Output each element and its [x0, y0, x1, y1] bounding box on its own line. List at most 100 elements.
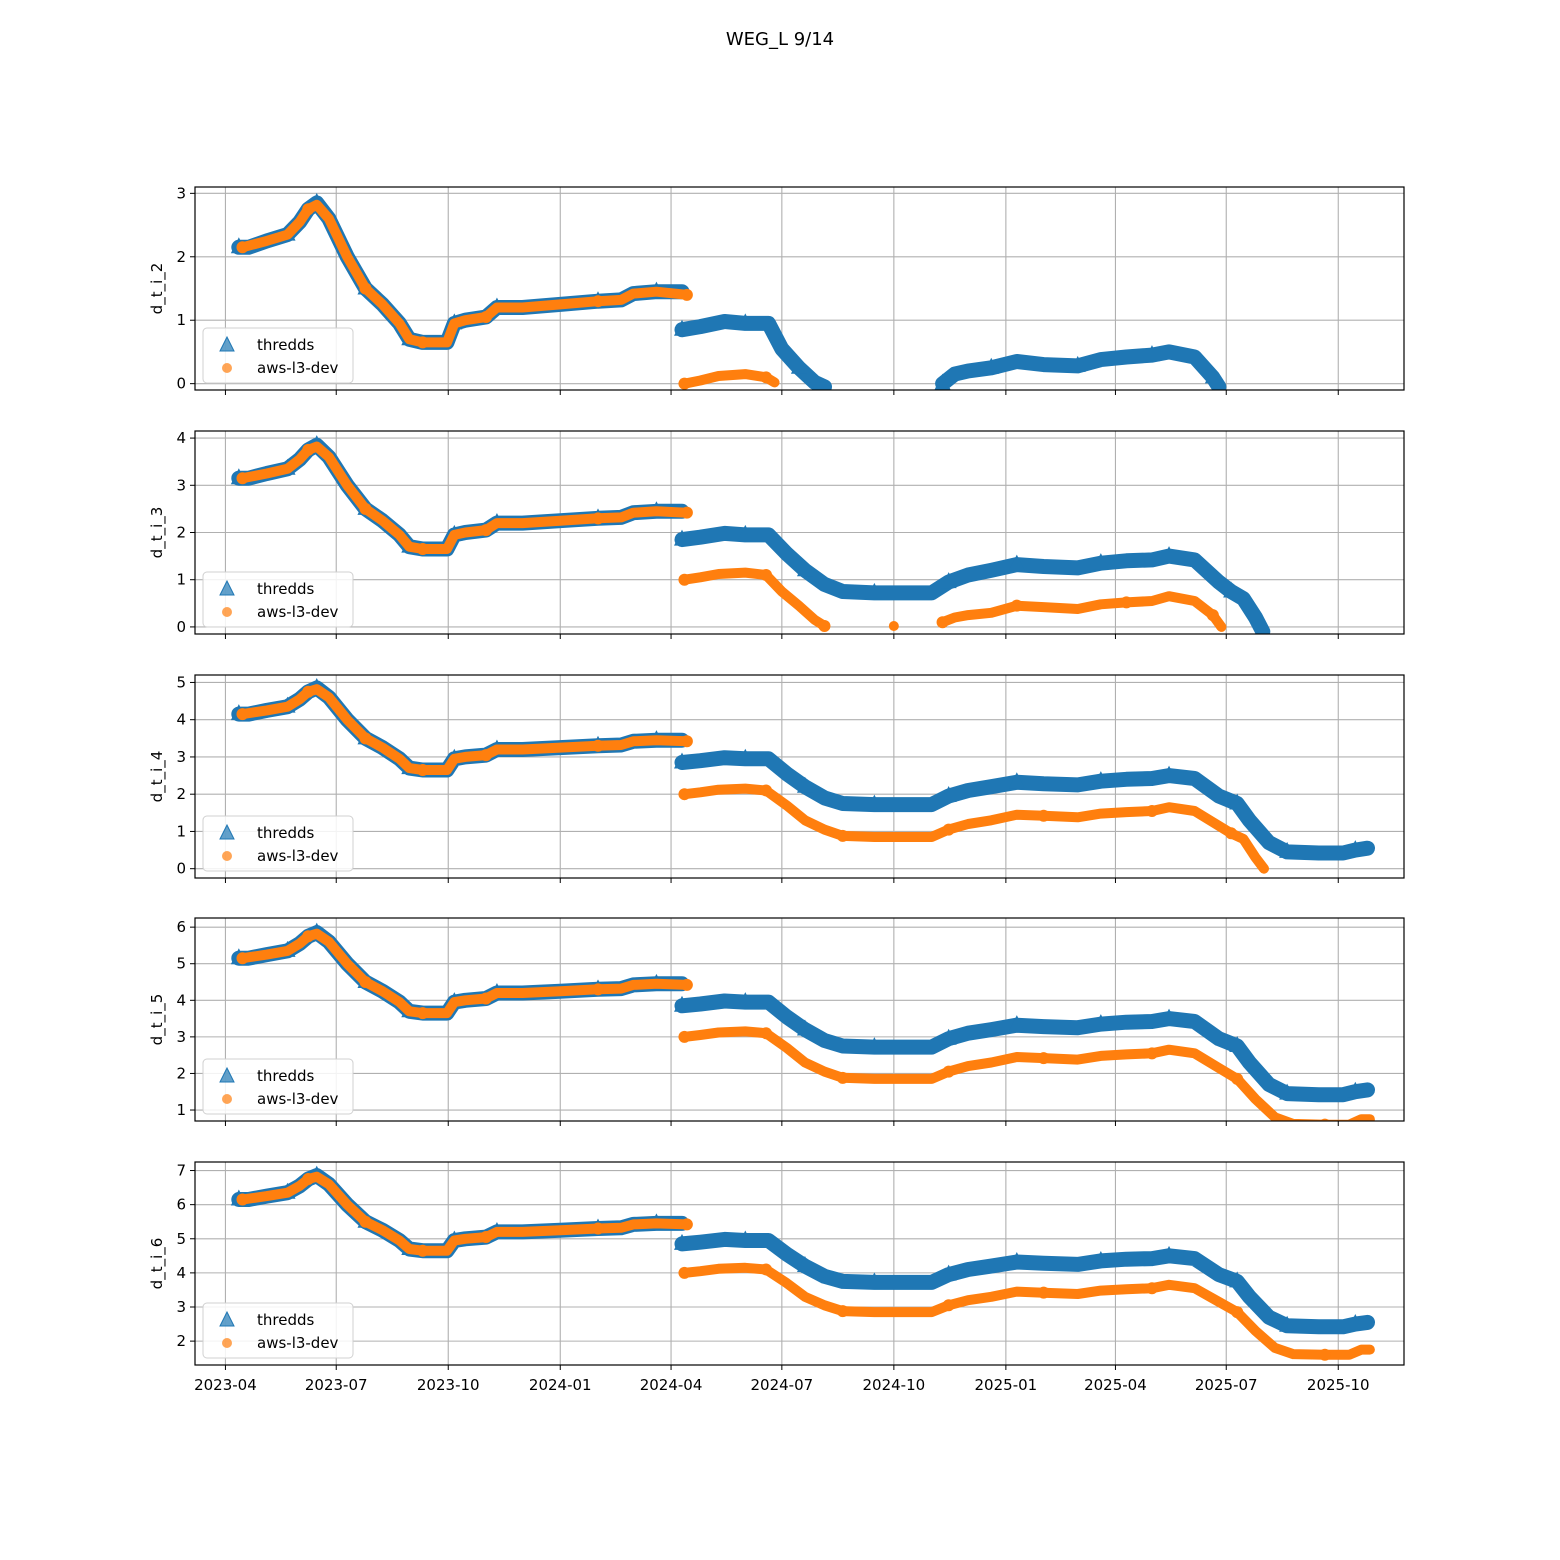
- data-point: [236, 241, 249, 254]
- series-trace: [237, 441, 692, 554]
- legend-marker-thredds: [219, 579, 235, 596]
- data-point: [678, 788, 691, 801]
- data-point: [674, 1233, 691, 1250]
- series-trace: [237, 199, 692, 348]
- data-point: [680, 288, 693, 301]
- data-point: [866, 794, 883, 811]
- data-point: [1229, 1036, 1246, 1053]
- axes-frame: [194, 430, 1405, 635]
- data-point: [1161, 1008, 1178, 1025]
- series-trace: [679, 567, 830, 631]
- data-point: [1318, 1348, 1331, 1361]
- data-point: [236, 952, 249, 965]
- data-point: [1037, 809, 1050, 822]
- series-aws-l3-dev: [236, 441, 1227, 632]
- data-point: [1279, 1315, 1296, 1332]
- axes-frame: [194, 1161, 1405, 1366]
- data-point: [479, 311, 492, 324]
- series-trace: [237, 928, 692, 1019]
- data-point: [416, 1007, 429, 1020]
- data-point: [680, 735, 693, 748]
- data-point: [866, 1272, 883, 1289]
- data-point: [678, 573, 691, 586]
- data-point: [1229, 1271, 1246, 1288]
- legend-label-aws: aws-l3-dev: [257, 847, 339, 865]
- series-aws-l3-dev: [236, 199, 780, 390]
- y-tick-label: 2: [176, 785, 186, 803]
- data-point: [1145, 1282, 1158, 1295]
- data-point: [1037, 1286, 1050, 1299]
- data-point: [942, 1065, 955, 1078]
- data-point: [416, 543, 429, 556]
- legend-frame: [202, 327, 354, 384]
- legend-label-thredds: thredds: [257, 580, 314, 598]
- y-tick-label: 1: [176, 1101, 186, 1119]
- data-point: [592, 512, 604, 525]
- x-tick-label: 2025-01: [975, 1376, 1038, 1394]
- axes-frame: [194, 186, 1405, 391]
- legend: thredds aws-l3-dev: [202, 1302, 354, 1359]
- data-point: [796, 1019, 813, 1036]
- y-tick-label: 7: [176, 1162, 186, 1180]
- y-tick-label: 2: [176, 248, 186, 266]
- series-trace: [674, 750, 1375, 861]
- legend-frame: [202, 571, 354, 628]
- data-point: [1347, 1314, 1364, 1331]
- data-point: [866, 1037, 883, 1054]
- data-point: [790, 357, 807, 374]
- data-point: [1092, 553, 1109, 570]
- data-point: [737, 313, 754, 330]
- data-point: [760, 784, 773, 797]
- data-point: [359, 1215, 372, 1228]
- data-point: [866, 582, 883, 599]
- series-aws-l3-dev: [236, 684, 1269, 874]
- y-axis-label: d_t_i_5: [148, 994, 167, 1046]
- data-point: [942, 1299, 955, 1312]
- series-trace: [935, 344, 1227, 390]
- data-point: [737, 748, 754, 765]
- data-point: [796, 560, 813, 577]
- data-point: [1145, 804, 1158, 817]
- y-tick-label: 0: [176, 375, 186, 393]
- y-tick-label: 1: [176, 822, 186, 840]
- legend-label-aws: aws-l3-dev: [257, 359, 339, 377]
- legend-marker-thredds: [219, 1310, 235, 1327]
- data-point: [674, 752, 691, 769]
- data-point: [942, 823, 955, 836]
- series-trace: [674, 314, 832, 390]
- x-tick-label: 2025-04: [1084, 1376, 1147, 1394]
- data-point: [760, 371, 773, 384]
- y-tick-label: 1: [176, 571, 186, 589]
- y-tick-label: 0: [176, 860, 186, 878]
- data-point: [1143, 345, 1160, 362]
- data-point: [302, 203, 315, 216]
- data-point: [236, 472, 249, 485]
- data-point: [1008, 554, 1025, 571]
- data-point: [1145, 1047, 1158, 1060]
- series-trace: [674, 525, 1271, 634]
- data-point: [818, 619, 831, 632]
- data-point: [1037, 1052, 1050, 1065]
- series-trace: [674, 993, 1375, 1103]
- x-tick-label: 2025-07: [1195, 1376, 1258, 1394]
- data-point: [940, 1028, 957, 1045]
- series-trace: [674, 1231, 1375, 1335]
- legend: thredds aws-l3-dev: [202, 1058, 354, 1115]
- legend-marker-aws: [222, 1094, 232, 1104]
- x-tick-label: 2024-10: [863, 1376, 926, 1394]
- data-point: [680, 978, 693, 991]
- data-point: [1206, 609, 1219, 622]
- legend-label-thredds: thredds: [257, 824, 314, 842]
- data-point: [302, 930, 315, 943]
- legend-label-aws: aws-l3-dev: [257, 603, 339, 621]
- data-point: [680, 1218, 693, 1231]
- data-point: [1231, 1306, 1244, 1319]
- data-point: [359, 282, 372, 295]
- data-point: [1008, 1015, 1025, 1032]
- x-tick-label: 2023-07: [305, 1376, 368, 1394]
- data-point: [760, 1263, 773, 1276]
